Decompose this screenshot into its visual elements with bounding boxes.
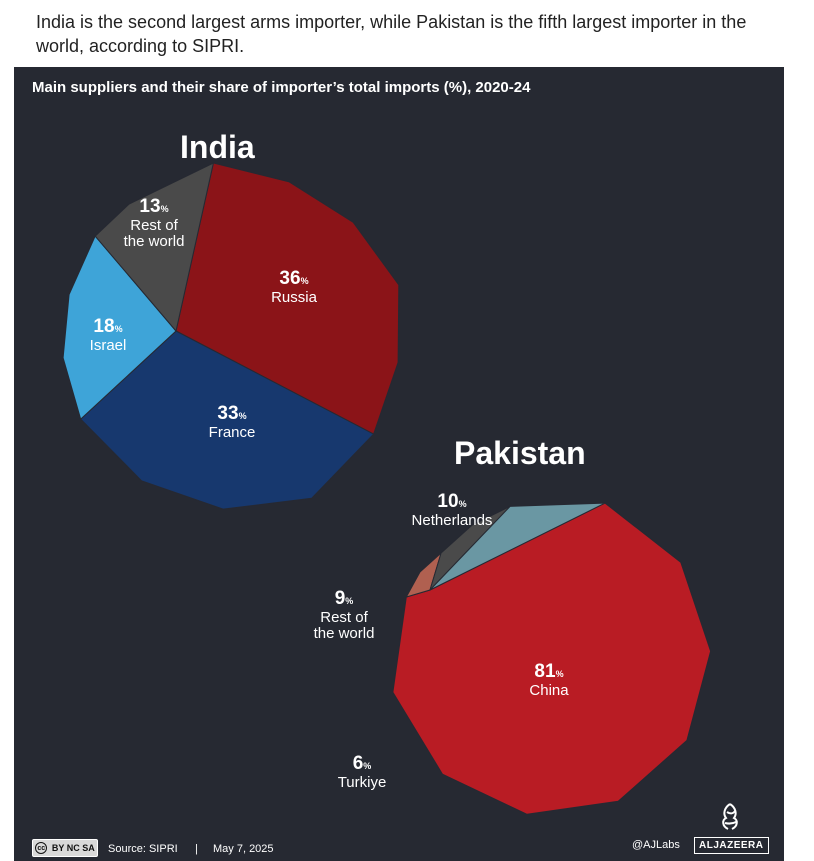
aljazeera-brand: ALJAZEERA [694,837,769,854]
cc-icon: cc [35,842,48,854]
pakistan-value-china: 81% [534,661,563,682]
pakistan-title: Pakistan [454,435,586,471]
india-slice-rest-of-the-world [94,162,215,333]
pakistan-slice-netherlands [429,502,606,591]
india-value-israel: 18% [93,316,122,337]
source-text: Source: SIPRI [108,843,178,855]
pakistan-label-netherlands: Netherlands [412,512,493,529]
ajlabs-handle: @AJLabs [632,839,680,851]
india-label-france: France [209,424,256,441]
india-value-russia: 36% [279,268,308,289]
panel-title: Main suppliers and their share of import… [32,79,531,96]
aljazeera-logo-icon [722,803,738,830]
cc-license-badge: cc BY NC SA [32,839,98,857]
chart-subtitle: India is the second largest arms importe… [36,12,747,56]
india-value-france: 33% [217,403,246,424]
pakistan-slice-china [392,502,712,815]
india-label-israel: Israel [90,337,127,354]
india-label-rest-of-the-world: Rest of the world [124,217,185,250]
india-label-russia: Russia [271,289,318,306]
publish-date: May 7, 2025 [213,843,274,855]
pakistan-value-turkiye: 6% [353,753,372,774]
footer-separator: | [195,843,198,855]
india-title: India [180,129,255,165]
footer: cc BY NC SA Source: SIPRI | May 7, 2025 … [32,837,769,857]
pakistan-label-rest-of-the-world: Rest of the world [314,609,375,642]
pakistan-value-rest-of-the-world: 9% [335,588,354,609]
india-slice-russia [175,162,400,435]
india-pie: 36%Russia 33%France 18%Israel 13%Rest of the… [62,162,400,510]
license-label: BY NC SA [51,843,95,853]
pakistan-label-china: China [529,682,569,699]
india-value-rest-of-the-world: 13% [139,196,168,217]
pakistan-value-netherlands: 10% [437,491,466,512]
chart-panel: Main suppliers and their share of import… [14,67,784,861]
pakistan-pie: 81%China 10%Netherlands 9%Rest of the world… [314,491,712,815]
pakistan-label-turkiye: Turkiye [338,774,387,791]
